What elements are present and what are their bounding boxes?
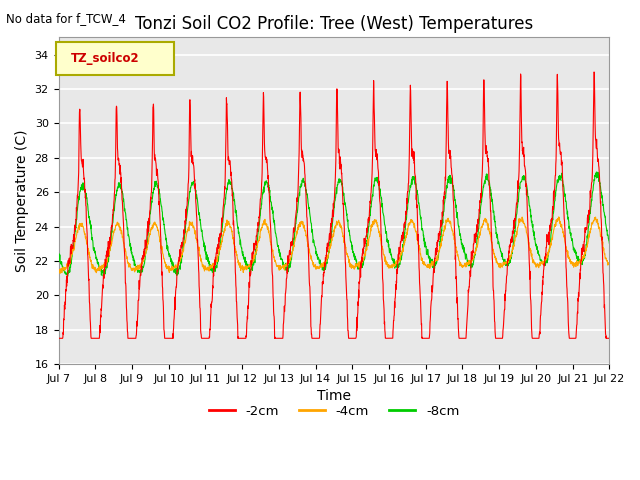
Title: Tonzi Soil CO2 Profile: Tree (West) Temperatures: Tonzi Soil CO2 Profile: Tree (West) Temp… bbox=[135, 15, 533, 33]
Text: TZ_soilco2: TZ_soilco2 bbox=[70, 52, 140, 65]
X-axis label: Time: Time bbox=[317, 389, 351, 403]
Text: No data for f_TCW_4: No data for f_TCW_4 bbox=[6, 12, 126, 25]
FancyBboxPatch shape bbox=[56, 42, 174, 75]
Y-axis label: Soil Temperature (C): Soil Temperature (C) bbox=[15, 130, 29, 272]
Legend: -2cm, -4cm, -8cm: -2cm, -4cm, -8cm bbox=[204, 399, 465, 423]
